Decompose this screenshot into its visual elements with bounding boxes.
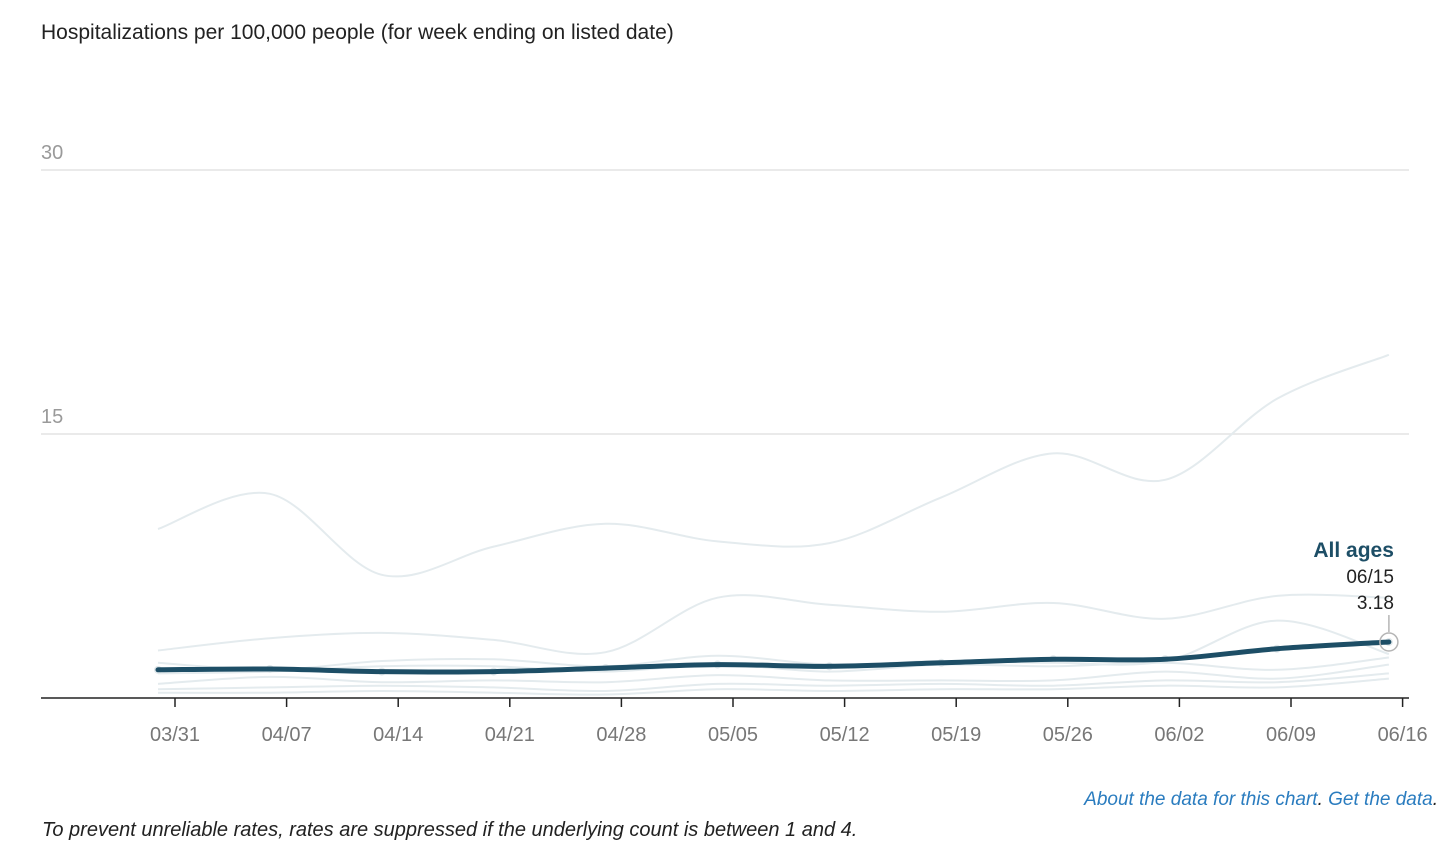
y-tick-label: 30 xyxy=(41,142,63,164)
about-data-link[interactable]: About the data for this chart xyxy=(1084,789,1318,810)
series-line-4[interactable] xyxy=(157,656,1390,675)
tooltip-marker xyxy=(1379,632,1399,652)
x-tick-label: 06/02 xyxy=(1154,724,1204,746)
get-data-link[interactable]: Get the data xyxy=(1328,789,1433,810)
y-tick-label: 15 xyxy=(41,406,63,428)
x-tick-label: 06/09 xyxy=(1266,724,1316,746)
footer-end: . xyxy=(1432,789,1438,810)
series-line-2[interactable] xyxy=(157,593,1389,655)
x-tick-label: 04/07 xyxy=(262,724,312,746)
series-line-1[interactable] xyxy=(157,353,1390,578)
x-axis: 03/31 04/07 04/14 04/21 04/28 05/05 05/12 05/19… xyxy=(41,697,1428,746)
series-line-6[interactable] xyxy=(157,672,1389,693)
x-tick-label: 04/28 xyxy=(596,724,646,746)
series-line-5[interactable] xyxy=(157,663,1390,685)
series-line-3[interactable] xyxy=(157,619,1390,671)
series-line-7[interactable] xyxy=(157,677,1389,696)
x-tick-label: 05/19 xyxy=(931,724,981,746)
chart-title: Hospitalizations per 100,000 people (for… xyxy=(41,21,674,44)
x-tick-label: 06/16 xyxy=(1378,724,1428,746)
x-tick-label: 05/26 xyxy=(1043,724,1093,746)
series-lines xyxy=(154,353,1393,696)
tooltip-series-label: All ages xyxy=(1313,539,1394,562)
x-tick-label: 05/12 xyxy=(820,724,870,746)
tooltip-date: 06/15 xyxy=(1346,567,1394,588)
tooltip-value: 3.18 xyxy=(1357,593,1394,614)
tooltip: All ages 06/15 3.18 xyxy=(1313,539,1399,652)
x-tick-label: 03/31 xyxy=(150,724,200,746)
highlighted-series xyxy=(155,639,1392,675)
gridlines xyxy=(41,169,1409,435)
footer-separator: . xyxy=(1317,789,1323,810)
footer-links: About the data for this chart. Get the d… xyxy=(1084,789,1438,811)
x-tick-label: 04/21 xyxy=(485,724,535,746)
suppression-footnote: To prevent unreliable rates, rates are s… xyxy=(42,819,858,841)
x-tick-label: 04/14 xyxy=(373,724,423,746)
series-line-all-ages[interactable] xyxy=(155,639,1392,675)
x-tick-label: 05/05 xyxy=(708,724,758,746)
